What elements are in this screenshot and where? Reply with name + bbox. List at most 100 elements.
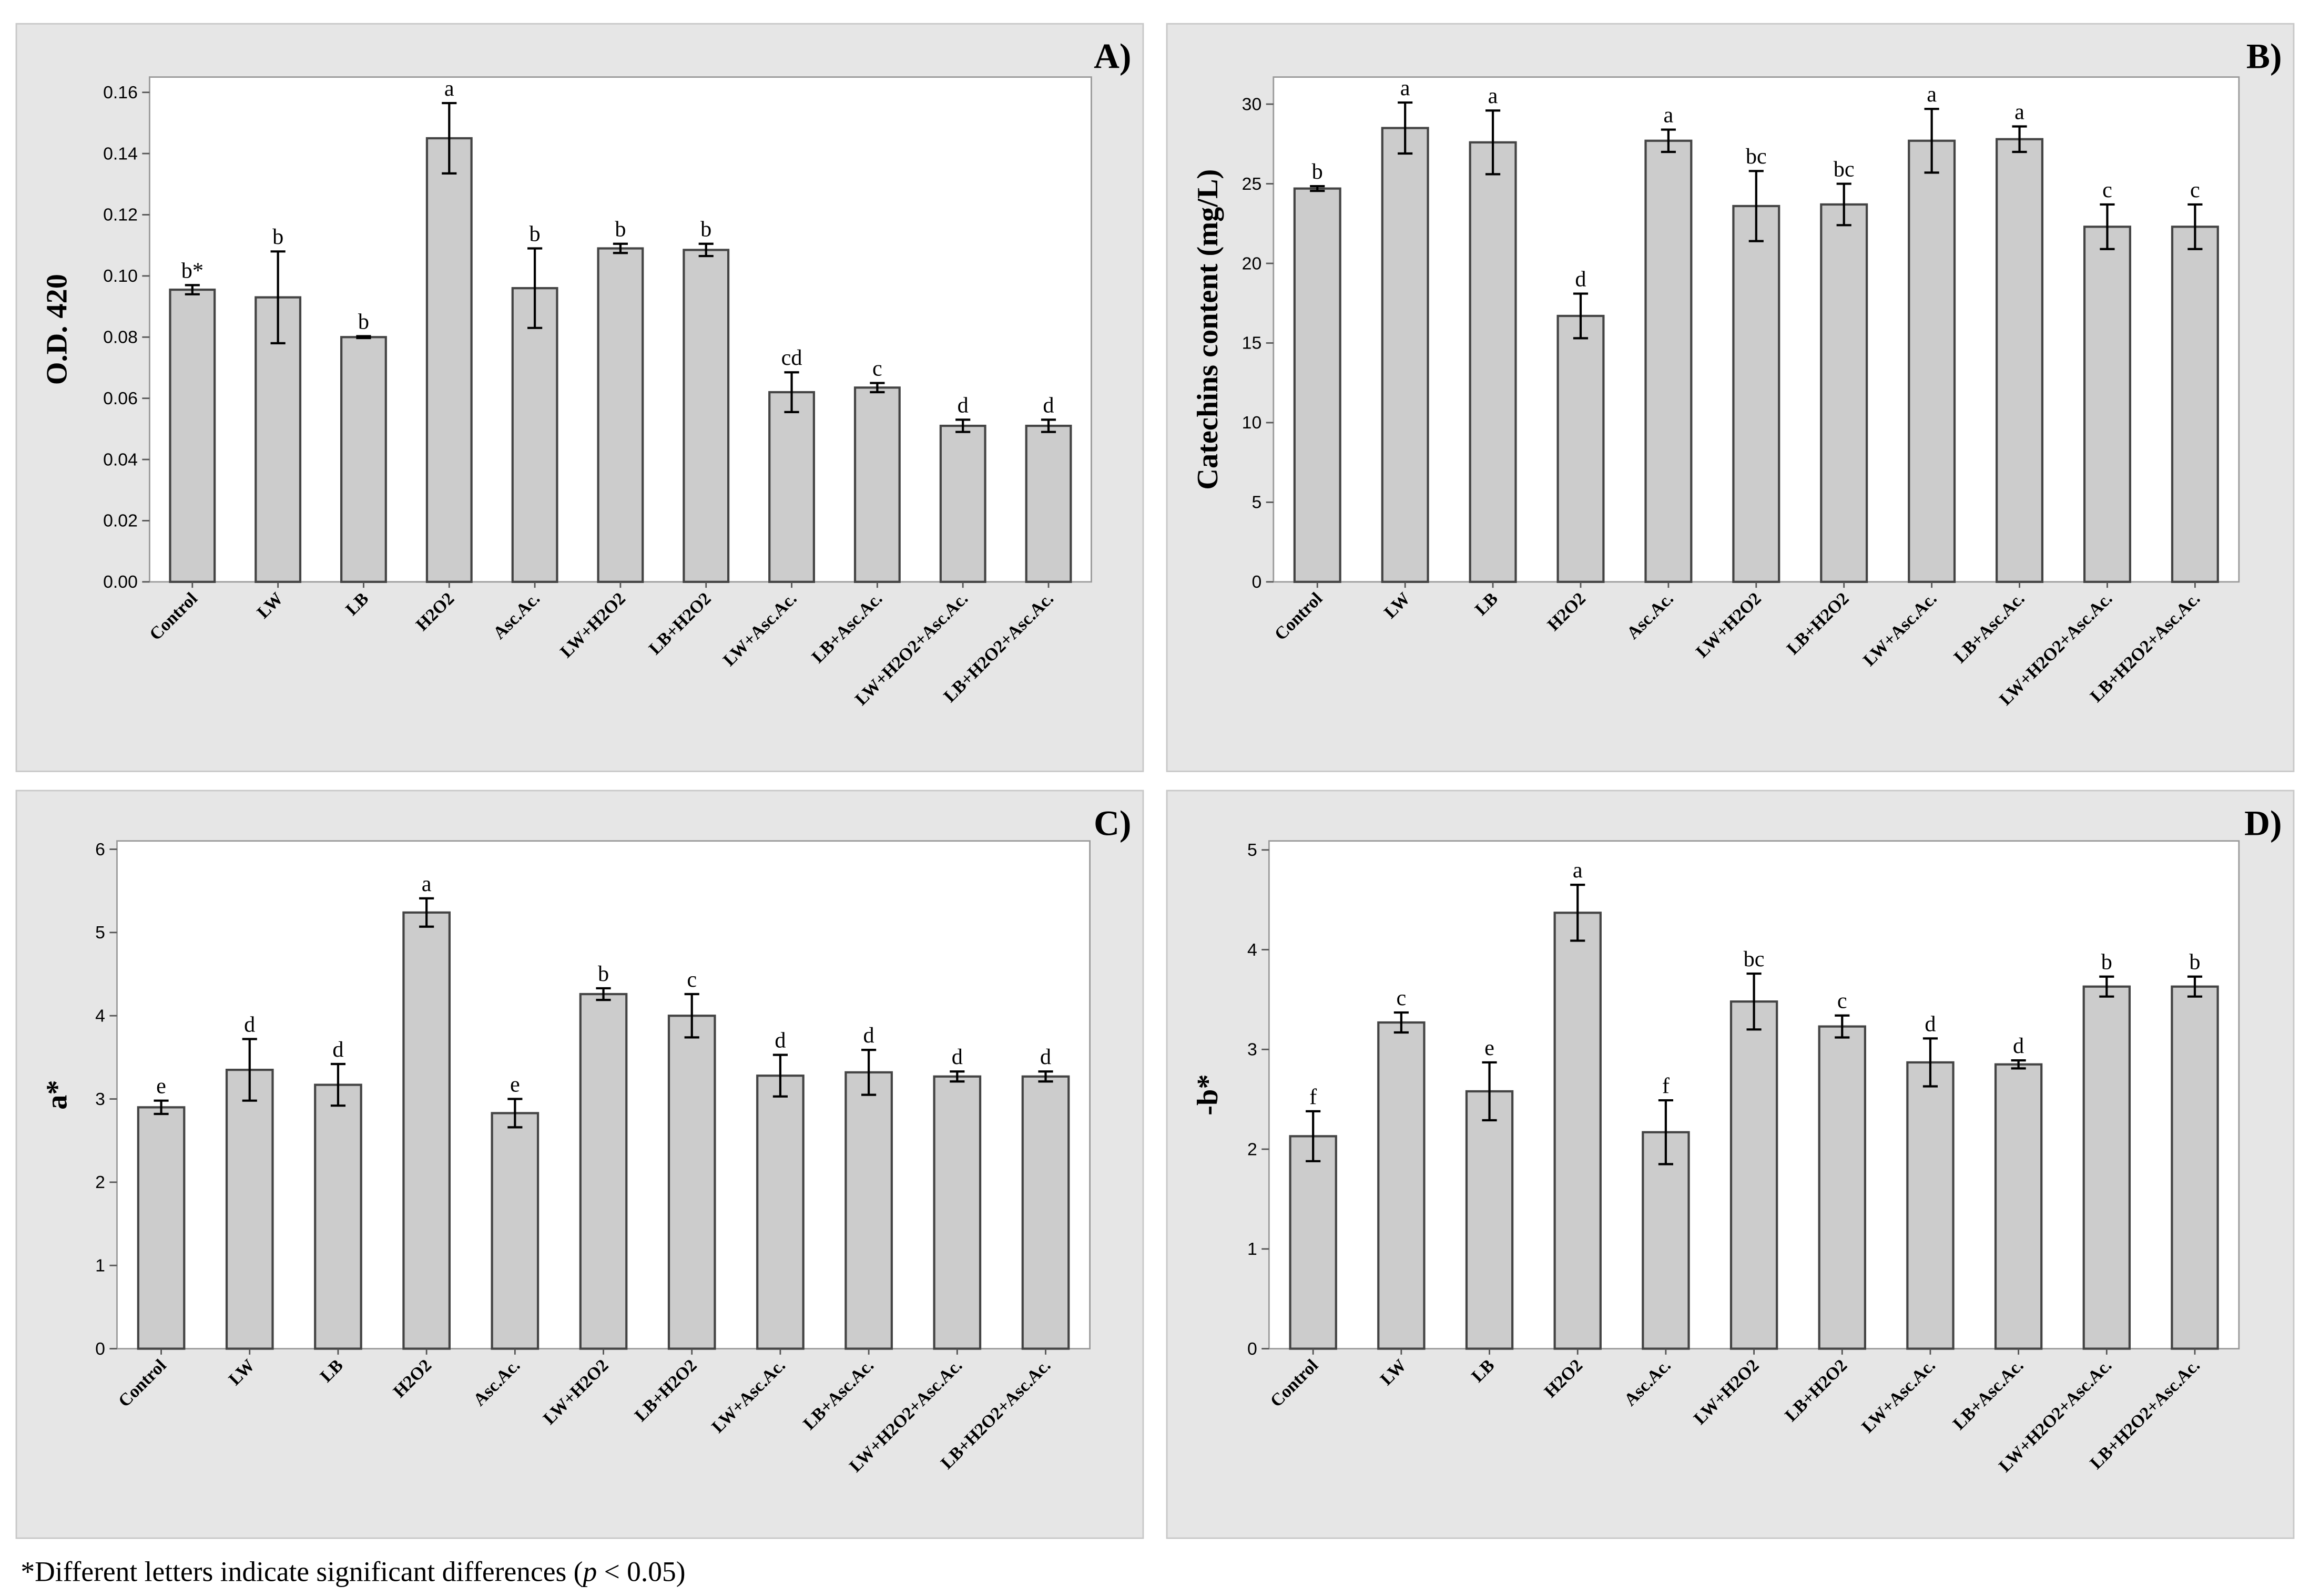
bar xyxy=(939,424,986,583)
significance-letter: d xyxy=(244,1012,255,1037)
bar xyxy=(491,1112,540,1350)
y-tick-label: 3 xyxy=(95,1089,105,1109)
bar xyxy=(853,386,901,583)
bar xyxy=(1556,314,1605,583)
error-bar xyxy=(154,1099,169,1116)
significance-letter: e xyxy=(156,1074,166,1099)
significance-letter: c xyxy=(2102,178,2112,202)
significance-letter: b xyxy=(358,309,369,334)
significance-letter: bc xyxy=(1744,947,1765,971)
y-axis-label: O.D. 420 xyxy=(41,274,74,385)
bar xyxy=(756,1075,805,1350)
y-tick-label: 0.02 xyxy=(103,511,138,531)
error-bar xyxy=(1835,1014,1850,1039)
error-bar xyxy=(1746,972,1762,1031)
bar xyxy=(1025,424,1072,583)
y-tick-label: 0.00 xyxy=(103,572,138,592)
error-bar xyxy=(1922,1037,1938,1088)
bar xyxy=(2083,226,2131,583)
bar xyxy=(137,1106,186,1350)
significance-letter: d xyxy=(1925,1011,1936,1036)
error-bar xyxy=(1038,1070,1053,1083)
significance-letter: d xyxy=(958,393,969,417)
significance-letter: b xyxy=(530,221,541,246)
significance-letter: a xyxy=(1573,858,1583,883)
significance-letter: bc xyxy=(1746,144,1767,169)
y-tick-label: 3 xyxy=(1247,1040,1257,1060)
bar xyxy=(1820,203,1868,583)
error-bar xyxy=(2011,1059,2026,1070)
error-bar xyxy=(270,250,286,345)
significance-letter: d xyxy=(863,1023,874,1048)
y-tick-label: 25 xyxy=(1242,174,1262,194)
bar xyxy=(1381,127,1429,583)
bar xyxy=(314,1083,362,1350)
error-bar xyxy=(356,335,371,340)
y-axis-label: -b* xyxy=(1192,1074,1224,1115)
error-bar xyxy=(2187,975,2203,998)
significance-letter: b xyxy=(2101,950,2112,975)
y-tick-label: 0 xyxy=(1251,572,1261,592)
y-tick-label: 30 xyxy=(1242,94,1262,114)
significance-letter: a xyxy=(444,76,454,101)
bar xyxy=(844,1071,893,1350)
error-bar xyxy=(1573,292,1589,340)
bar xyxy=(511,287,558,583)
bar xyxy=(2082,985,2131,1350)
error-bar xyxy=(419,897,434,928)
bar xyxy=(2171,985,2219,1350)
y-tick-label: 5 xyxy=(95,923,105,943)
error-bar xyxy=(1041,418,1056,433)
error-bar xyxy=(684,993,699,1039)
error-bar xyxy=(1485,109,1501,176)
error-bar xyxy=(2012,125,2027,154)
bar xyxy=(169,288,216,583)
bar xyxy=(402,911,451,1350)
bar xyxy=(225,1068,274,1350)
bar xyxy=(933,1075,982,1350)
significance-letter: b* xyxy=(181,258,203,283)
y-tick-label: 15 xyxy=(1242,333,1262,353)
error-bar xyxy=(1398,101,1413,155)
significance-letter: d xyxy=(775,1028,786,1053)
significance-letter: cd xyxy=(781,345,802,370)
bar xyxy=(1289,1135,1337,1350)
significance-letter: f xyxy=(1309,1085,1317,1109)
error-bar xyxy=(2099,975,2114,998)
significance-letter: a xyxy=(1927,82,1937,107)
bar xyxy=(1469,141,1517,583)
error-bar xyxy=(1393,1011,1409,1034)
error-bar xyxy=(861,1048,877,1096)
significance-letter: a xyxy=(2014,99,2024,124)
significance-letter: a xyxy=(1488,84,1498,108)
y-tick-label: 0.14 xyxy=(103,144,138,163)
bar xyxy=(1642,1131,1690,1350)
error-bar xyxy=(1570,884,1585,942)
error-bar xyxy=(507,1098,523,1129)
significance-letter: c xyxy=(872,356,882,381)
significance-letter: d xyxy=(1043,393,1054,417)
error-bar xyxy=(2187,203,2203,250)
significance-letter: c xyxy=(687,967,697,992)
significance-letter: d xyxy=(332,1037,343,1062)
bar xyxy=(1293,187,1341,583)
bar xyxy=(597,247,644,583)
y-tick-label: 0.06 xyxy=(103,388,138,408)
significance-letter: b xyxy=(272,224,283,249)
error-bar xyxy=(1836,182,1851,227)
y-tick-label: 4 xyxy=(1247,940,1257,960)
bar xyxy=(1906,1061,1955,1350)
significance-letter: d xyxy=(1040,1045,1051,1069)
bar xyxy=(667,1015,716,1350)
significance-letter: b xyxy=(700,217,711,242)
significance-letter: d xyxy=(952,1045,963,1069)
y-axis-label: Catechins content (mg/L) xyxy=(1192,169,1224,490)
y-tick-label: 0.08 xyxy=(103,328,138,347)
panel-label: D) xyxy=(2244,803,2282,843)
bar xyxy=(1994,1063,2043,1350)
y-tick-label: 0.12 xyxy=(103,205,138,225)
panel-label: B) xyxy=(2246,37,2282,76)
error-bar xyxy=(772,1053,788,1098)
panel-label: C) xyxy=(1094,803,1131,843)
bar xyxy=(425,137,473,583)
